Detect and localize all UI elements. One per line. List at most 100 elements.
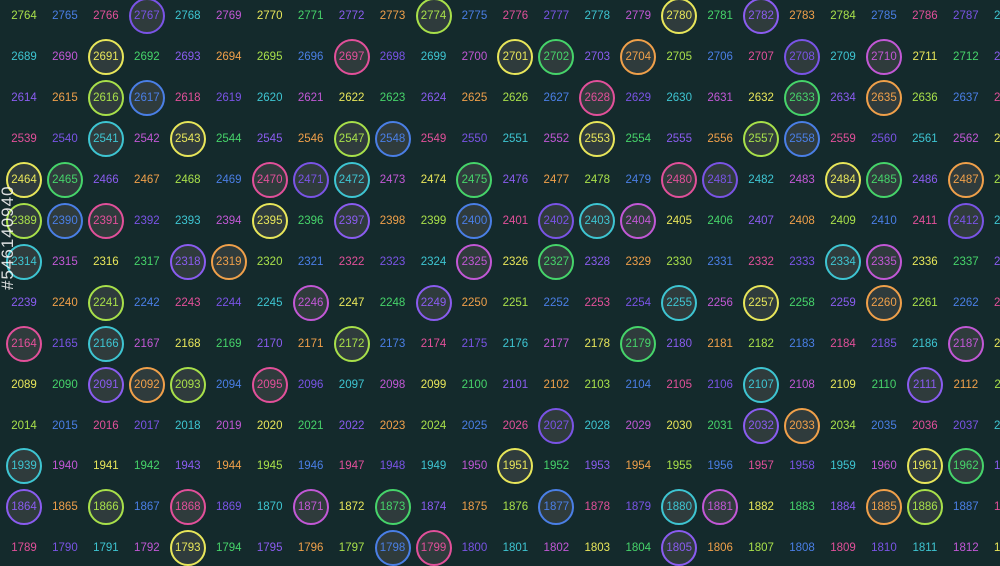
circled-number: 1799 xyxy=(415,530,452,566)
grid-number: 2326 xyxy=(502,255,529,268)
circled-number: 1961 xyxy=(906,448,943,485)
circled-number: 2412 xyxy=(947,202,984,239)
grid-number: 2540 xyxy=(52,132,78,145)
grid-number: 2559 xyxy=(830,132,856,145)
grid-number: 2026 xyxy=(502,419,529,432)
grid-number: 2329 xyxy=(625,255,652,268)
grid-number: 2634 xyxy=(830,91,856,104)
grid-number: 2614 xyxy=(11,91,37,104)
grid-number: 1791 xyxy=(93,542,119,555)
circled-number: 2548 xyxy=(374,120,411,157)
grid-number: 2183 xyxy=(789,337,815,350)
grid-number: 2171 xyxy=(297,337,324,350)
grid-number: 2036 xyxy=(912,419,938,432)
grid-number: 2244 xyxy=(215,296,242,309)
circled-number: 2484 xyxy=(825,161,861,198)
grid-number: 2555 xyxy=(666,132,692,145)
grid-number: 2787 xyxy=(953,10,979,22)
grid-number: 2692 xyxy=(134,50,160,63)
grid-number: 2099 xyxy=(420,378,447,391)
circled-number: 2397 xyxy=(333,202,370,239)
grid-number: 1888 xyxy=(994,501,1000,514)
grid-number: 2102 xyxy=(543,378,570,391)
grid-number: 2242 xyxy=(134,296,160,309)
grid-number: 2337 xyxy=(953,255,979,268)
grid-number: 2178 xyxy=(584,337,611,350)
grid-number: 1960 xyxy=(871,460,897,473)
grid-number: 2539 xyxy=(11,132,37,145)
grid-number: 1874 xyxy=(420,501,447,514)
grid-number: 2622 xyxy=(338,91,365,104)
circled-number: 2255 xyxy=(661,284,698,321)
grid-number: 2239 xyxy=(11,296,37,309)
grid-number: 1954 xyxy=(625,460,652,473)
grid-number: 2024 xyxy=(420,419,447,432)
grid-number: 2636 xyxy=(912,91,938,104)
grid-number: 2097 xyxy=(338,378,365,391)
grid-number: 1804 xyxy=(625,542,652,555)
circled-number: 2092 xyxy=(128,366,165,403)
grid-number: 1865 xyxy=(52,501,78,514)
grid-number: 2243 xyxy=(175,296,201,309)
circled-number: 2111 xyxy=(906,366,943,403)
circled-number: 1880 xyxy=(661,489,698,526)
circled-number: 2691 xyxy=(87,38,124,75)
grid-number: 1872 xyxy=(338,501,365,514)
grid-number: 2316 xyxy=(93,255,119,268)
grid-number: 2775 xyxy=(461,10,488,22)
grid-number: 2247 xyxy=(338,296,365,309)
circled-number: 2327 xyxy=(538,243,575,280)
grid-number: 1810 xyxy=(871,542,897,555)
grid-number: 2254 xyxy=(625,296,652,309)
grid-number: 2096 xyxy=(297,378,324,391)
grid-number: 2407 xyxy=(748,214,774,227)
grid-number: 2322 xyxy=(338,255,365,268)
grid-number: 2104 xyxy=(625,378,652,391)
circled-number: 1873 xyxy=(374,489,411,526)
grid-number: 1811 xyxy=(912,542,938,555)
grid-number: 2777 xyxy=(543,10,570,22)
grid-number: 2090 xyxy=(52,378,78,391)
circled-number: 1886 xyxy=(906,489,943,526)
grid-number: 1948 xyxy=(379,460,406,473)
circled-number: 1805 xyxy=(661,530,698,566)
grid-number: 2699 xyxy=(420,50,447,63)
grid-number: 2392 xyxy=(134,214,160,227)
grid-number: 2167 xyxy=(134,337,160,350)
grid-number: 2771 xyxy=(297,10,324,22)
grid-number: 2034 xyxy=(830,419,856,432)
grid-number: 2328 xyxy=(584,255,611,268)
grid-number: 1879 xyxy=(625,501,652,514)
grid-number: 2185 xyxy=(871,337,897,350)
grid-number: 2016 xyxy=(93,419,119,432)
grid-number: 1867 xyxy=(134,501,160,514)
grid-number: 2396 xyxy=(297,214,324,227)
grid-number: 2393 xyxy=(175,214,201,227)
circled-number: 2702 xyxy=(538,38,575,75)
circled-number: 2633 xyxy=(784,79,821,116)
grid-number: 2094 xyxy=(215,378,242,391)
circled-number: 2471 xyxy=(292,161,329,198)
circled-number: 2710 xyxy=(865,38,902,75)
circled-number: 2481 xyxy=(702,161,739,198)
grid-number: 2784 xyxy=(830,10,856,22)
grid-number: 2413 xyxy=(994,214,1000,227)
grid-number: 1941 xyxy=(93,460,119,473)
grid-number: 2186 xyxy=(912,337,938,350)
grid-number: 2398 xyxy=(379,214,406,227)
grid-number: 1958 xyxy=(789,460,815,473)
grid-number: 2401 xyxy=(502,214,529,227)
grid-number: 2018 xyxy=(175,419,201,432)
grid-number: 1959 xyxy=(830,460,856,473)
grid-number: 2483 xyxy=(789,173,815,186)
grid-number: 2552 xyxy=(543,132,570,145)
circled-number: 2782 xyxy=(743,0,780,34)
grid-number: 2035 xyxy=(871,419,897,432)
grid-number: 1797 xyxy=(338,542,365,555)
grid-number: 2474 xyxy=(420,173,447,186)
circled-number: 2027 xyxy=(538,407,575,444)
grid-number: 2108 xyxy=(789,378,815,391)
grid-number: 2109 xyxy=(830,378,856,391)
grid-number: 2466 xyxy=(93,173,119,186)
